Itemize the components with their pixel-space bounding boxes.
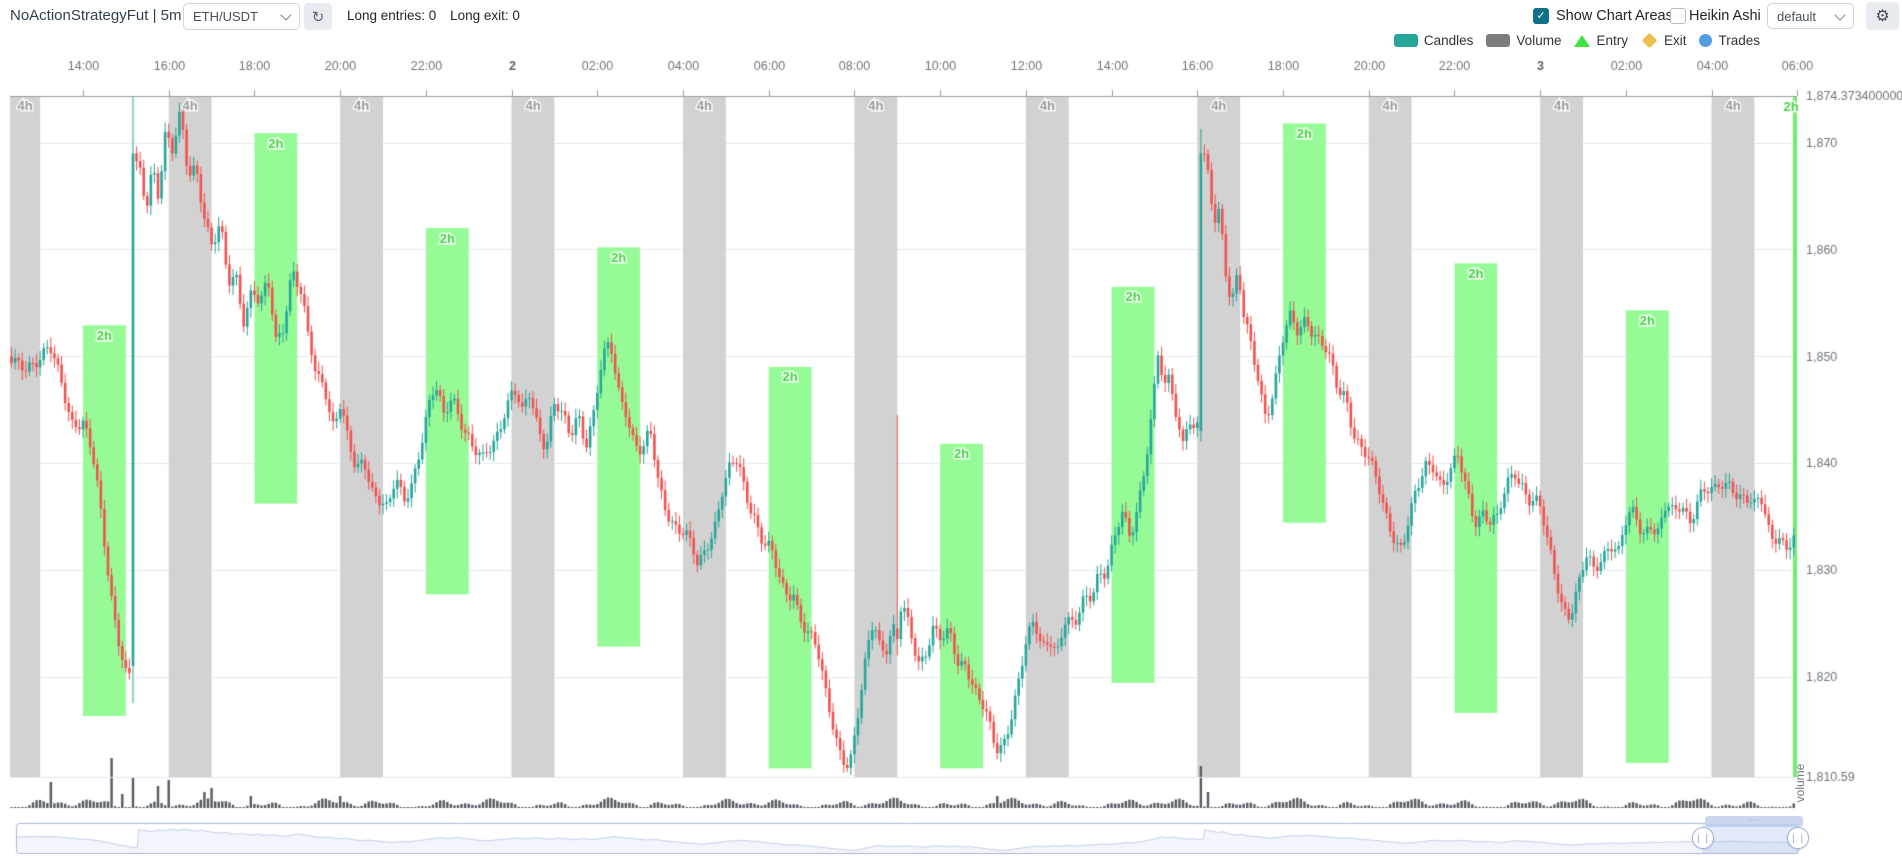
legend-item-label: Entry bbox=[1596, 33, 1628, 48]
gear-icon: ⚙ bbox=[1875, 8, 1890, 25]
legend-item-label: Trades bbox=[1718, 33, 1760, 48]
chart-legend: Candles Volume Entry Exit Trades bbox=[1393, 32, 1760, 49]
handle-icon: ❘❘ bbox=[1789, 833, 1807, 843]
plot-config-select[interactable]: default bbox=[1767, 3, 1854, 29]
volume-axis-label: volume bbox=[1793, 763, 1807, 803]
exit-legend-icon bbox=[1641, 32, 1658, 49]
check-icon: ✓ bbox=[1536, 10, 1546, 22]
entry-legend-icon bbox=[1574, 34, 1591, 47]
heikin-ashi-label[interactable]: Heikin Ashi bbox=[1689, 8, 1761, 24]
trades-legend-icon bbox=[1699, 34, 1713, 47]
legend-item-exit[interactable]: Exit bbox=[1641, 32, 1687, 49]
datazoom-drag-bar[interactable]: ⋯ bbox=[1705, 816, 1803, 827]
show-chart-areas-label[interactable]: Show Chart Areas bbox=[1556, 8, 1673, 24]
pair-select-value: ETH/USDT bbox=[193, 9, 258, 24]
trade-counters: Long entries: 0 Long exit: 0 bbox=[347, 0, 530, 32]
grip-icon: ⋯ bbox=[1749, 815, 1759, 826]
legend-item-label: Candles bbox=[1423, 33, 1474, 48]
candles-legend-icon bbox=[1393, 34, 1418, 47]
chevron-down-icon bbox=[280, 9, 292, 21]
heikin-ashi-checkbox[interactable] bbox=[1670, 8, 1686, 24]
datazoom-selection[interactable] bbox=[1703, 824, 1798, 854]
refresh-button[interactable]: ↻ bbox=[304, 3, 332, 30]
volume-legend-icon bbox=[1486, 34, 1511, 47]
legend-item-label: Exit bbox=[1663, 33, 1687, 48]
legend-item-label: Volume bbox=[1516, 33, 1562, 48]
strategy-title: NoActionStrategyFut | 5m bbox=[10, 7, 182, 24]
legend-item-entry[interactable]: Entry bbox=[1574, 33, 1628, 48]
refresh-icon: ↻ bbox=[311, 8, 325, 26]
legend-item-trades[interactable]: Trades bbox=[1699, 33, 1760, 48]
long-exit-count: Long exit: 0 bbox=[450, 8, 520, 23]
handle-icon: ❘❘ bbox=[1694, 833, 1712, 843]
settings-button[interactable]: ⚙ bbox=[1866, 2, 1899, 30]
datazoom-left-handle[interactable]: ❘❘ bbox=[1692, 827, 1714, 849]
chevron-down-icon bbox=[1834, 8, 1846, 21]
long-entries-count: Long entries: 0 bbox=[347, 8, 437, 23]
show-chart-areas-checkbox[interactable]: ✓ bbox=[1533, 8, 1549, 24]
pair-select[interactable]: ETH/USDT bbox=[183, 3, 300, 30]
datazoom-right-handle[interactable]: ❘❘ bbox=[1787, 827, 1809, 849]
legend-item-candles[interactable]: Candles bbox=[1393, 33, 1474, 48]
legend-item-volume[interactable]: Volume bbox=[1486, 33, 1561, 48]
plot-config-value: default bbox=[1777, 8, 1817, 24]
